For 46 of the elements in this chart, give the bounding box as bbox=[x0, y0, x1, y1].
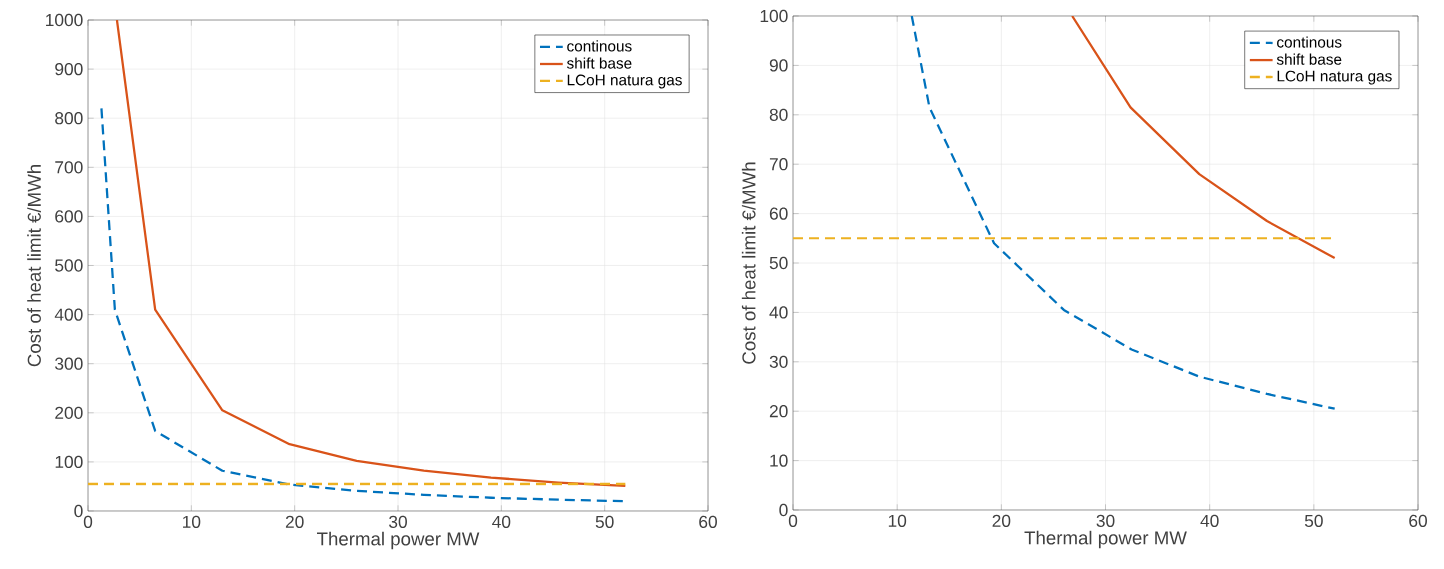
x-tick-label: 30 bbox=[1096, 514, 1115, 527]
legend-label: shift base bbox=[1276, 53, 1342, 65]
y-tick-label: 80 bbox=[769, 108, 788, 121]
x-tick-label: 10 bbox=[183, 515, 201, 528]
x-tick-label: 20 bbox=[285, 515, 304, 528]
x-tick-label: 50 bbox=[1304, 514, 1323, 527]
y-tick-label: 0 bbox=[74, 504, 83, 518]
y-tick-label: 900 bbox=[55, 62, 83, 76]
y-tick-label: 400 bbox=[54, 308, 83, 321]
x-tick-label: 50 bbox=[595, 515, 614, 528]
x-tick-label: 40 bbox=[1200, 514, 1219, 527]
y-tick-label: 700 bbox=[55, 161, 83, 174]
x-axis-title: Thermal power MW bbox=[317, 531, 480, 550]
y-tick-label: 60 bbox=[769, 207, 788, 220]
y-tick-label: 800 bbox=[55, 112, 83, 125]
y-tick-label: 90 bbox=[769, 59, 788, 72]
y-tick-label: 600 bbox=[55, 210, 83, 223]
y-tick-label: 300 bbox=[55, 357, 83, 370]
y-axis-title: Cost of heat limit €/MWh bbox=[741, 162, 756, 364]
legend-label: shift base bbox=[566, 57, 632, 69]
x-tick-label: 10 bbox=[888, 514, 907, 527]
y-tick-label: 1000 bbox=[46, 13, 83, 27]
y-tick-label: 40 bbox=[769, 306, 788, 319]
x-tick-label: 60 bbox=[1409, 514, 1427, 527]
y-tick-label: 100 bbox=[760, 9, 788, 23]
legend-label: continous bbox=[567, 40, 632, 52]
y-tick-label: 10 bbox=[770, 454, 788, 467]
y-tick-label: 20 bbox=[769, 405, 788, 418]
y-tick-label: 500 bbox=[55, 259, 83, 272]
x-tick-label: 30 bbox=[389, 515, 407, 528]
x-axis-title: Thermal power MW bbox=[1024, 530, 1187, 549]
x-tick-label: 0 bbox=[788, 514, 798, 527]
y-tick-label: 200 bbox=[55, 406, 83, 419]
x-tick-label: 60 bbox=[699, 515, 717, 528]
x-tick-label: 20 bbox=[992, 514, 1011, 527]
x-tick-label: 0 bbox=[83, 515, 93, 528]
legend-label: LCoH natura gas bbox=[1277, 70, 1392, 85]
y-tick-label: 30 bbox=[769, 355, 788, 368]
y-tick-label: 100 bbox=[55, 455, 83, 469]
y-axis-title: Cost of heat limit €/MWh bbox=[27, 165, 41, 367]
y-tick-label: 50 bbox=[769, 256, 788, 270]
x-tick-label: 40 bbox=[492, 515, 511, 528]
legend-label: LCoH natura gas bbox=[567, 74, 682, 89]
legend-label: continous bbox=[1277, 36, 1342, 48]
y-tick-label: 70 bbox=[769, 158, 788, 171]
y-tick-label: 0 bbox=[779, 503, 788, 517]
